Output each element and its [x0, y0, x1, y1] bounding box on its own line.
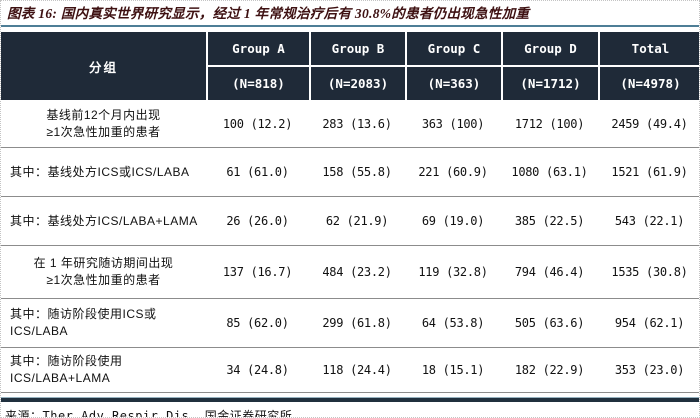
data-cell-r5-c2: 299 (61.8)	[322, 316, 392, 330]
data-cell-r1-c2: 283 (13.6)	[322, 116, 392, 131]
table-row-3: 其中：基线处方ICS/LABA+LAMA 26 (26.0) 62 (21.9) 69…	[1, 196, 699, 245]
header-cell-group: 分组	[1, 32, 206, 100]
header-cell-n-3: (N=363)	[405, 67, 501, 100]
header-cell-n-2: (N=2083)	[309, 67, 405, 100]
data-cell-r4-c3: 119 (32.8)	[418, 265, 488, 279]
row-label: 其中：随访阶段使用ICS或ICS/LABA	[10, 307, 157, 338]
header-cell-n-1: (N=818)	[206, 67, 309, 100]
data-cell-r3-c5: 543 (22.1)	[614, 214, 685, 228]
data-cell-r6-c5: 353 (23.0)	[614, 363, 685, 377]
data-cell-r3-c4: 385 (22.5)	[514, 214, 585, 228]
table-row-4: 在 1 年研究随访期间出现 ≥1次急性加重的患者 137 (16.7) 484 (2…	[1, 245, 699, 298]
data-cell-r2-c5: 1521 (61.9)	[611, 165, 688, 179]
data-cell-r1-c1: 100 (12.2)	[222, 116, 293, 131]
header-cell-group-2: Group B	[309, 32, 405, 67]
data-cell-r3-c1: 26 (26.0)	[226, 214, 289, 228]
header-cell-n-4: (N=1712)	[501, 67, 598, 100]
data-cell-r2-c2: 158 (55.8)	[322, 165, 392, 179]
row-label: 其中：随访阶段使用ICS/LABA+LAMA	[10, 354, 123, 385]
data-cell-r6-c1: 34 (24.8)	[226, 363, 289, 377]
row-label: 其中：基线处方ICS或ICS/LABA	[10, 164, 190, 179]
data-cell-r5-c5: 954 (62.1)	[614, 316, 685, 330]
data-cell-r5-c1: 85 (62.0)	[226, 316, 289, 330]
data-table: 分组 Group A (N=818) Group B (N=2083) Group C(…	[1, 32, 699, 393]
row-label: 在 1 年研究随访期间出现 ≥1次急性加重的患者	[33, 256, 174, 287]
data-cell-r1-c3: 363 (100)	[421, 116, 485, 131]
table-row-6: 其中：随访阶段使用ICS/LABA+LAMA 34 (24.8) 118 (24.4…	[1, 347, 699, 392]
data-cell-r3-c3: 69 (19.0)	[421, 214, 485, 228]
header-cell-group-5: Total	[598, 32, 699, 67]
data-cell-r2-c1: 61 (61.0)	[226, 165, 289, 179]
data-cell-r5-c3: 64 (53.8)	[421, 316, 485, 330]
data-cell-r6-c2: 118 (24.4)	[322, 363, 392, 377]
table-row-5: 其中：随访阶段使用ICS或ICS/LABA 85 (62.0) 299 (61.8)…	[1, 298, 699, 347]
data-cell-r1-c4: 1712 (100)	[514, 116, 585, 131]
row-label: 其中：基线处方ICS/LABA+LAMA	[10, 213, 198, 228]
header-cell-group-4: Group D	[501, 32, 598, 67]
table-body: 基线前12个月内出现 ≥1次急性加重的患者 100 (12.2) 283 (13.6…	[1, 100, 699, 393]
data-cell-r4-c5: 1535 (30.8)	[611, 265, 688, 279]
data-cell-r2-c3: 221 (60.9)	[418, 165, 488, 179]
data-cell-r4-c2: 484 (23.2)	[322, 265, 392, 279]
data-cell-r6-c3: 18 (15.1)	[421, 363, 485, 377]
data-cell-r4-c4: 794 (46.4)	[514, 265, 585, 279]
data-cell-r3-c2: 62 (21.9)	[325, 214, 389, 228]
row-label: 基线前12个月内出现 ≥1次急性加重的患者	[46, 107, 161, 139]
table-header: 分组 Group A (N=818) Group B (N=2083) Group C(…	[1, 32, 699, 100]
table-bottom-rule	[1, 397, 699, 402]
data-cell-r2-c4: 1080 (63.1)	[511, 165, 588, 179]
header-cell-group-1: Group A	[206, 32, 309, 67]
header-cell-n-5: (N=4978)	[598, 67, 699, 100]
data-cell-r4-c1: 137 (16.7)	[222, 265, 293, 279]
source-note: 来源：Ther Adv Respir Dis, 国金证券研究所	[5, 409, 293, 418]
data-cell-r1-c5: 2459 (49.4)	[611, 116, 688, 131]
data-cell-r6-c4: 182 (22.9)	[514, 363, 585, 377]
table-row-1: 基线前12个月内出现 ≥1次急性加重的患者 100 (12.2) 283 (13.6…	[1, 100, 699, 147]
header-cell-group-3: Group C	[405, 32, 501, 67]
figure-title: 图表 16: 国内真实世界研究显示，经过 1 年常规治疗后有 30.8%的患者仍…	[1, 1, 699, 27]
table-row-2: 其中：基线处方ICS或ICS/LABA 61 (61.0) 158 (55.8) 22…	[1, 147, 699, 196]
data-cell-r5-c4: 505 (63.6)	[514, 316, 585, 330]
